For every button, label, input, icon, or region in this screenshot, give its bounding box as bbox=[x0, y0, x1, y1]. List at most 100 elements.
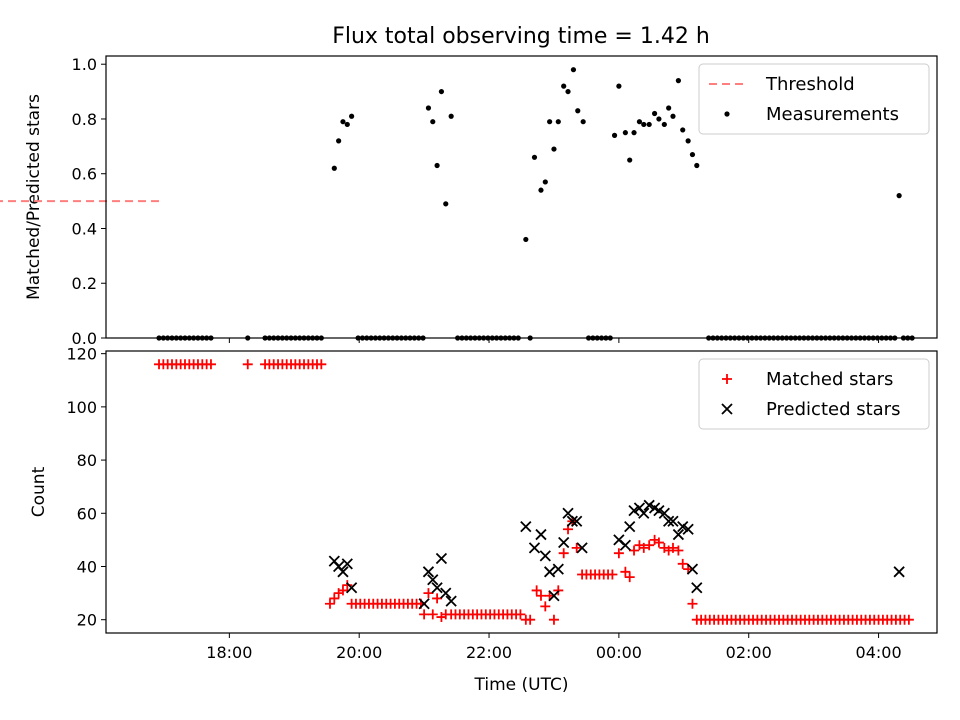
axes-frame bbox=[105, 55, 938, 339]
matched-star-marker bbox=[613, 548, 624, 559]
matched-star-marker bbox=[638, 542, 649, 553]
matched-star-marker bbox=[629, 545, 640, 556]
measurement-point bbox=[425, 105, 432, 111]
legend-measurements-swatch bbox=[724, 111, 730, 117]
predicted-star-marker bbox=[624, 520, 636, 533]
y-tick-label: 0.4 bbox=[72, 219, 97, 238]
x-tick-label: 22:00 bbox=[466, 643, 512, 662]
predicted-star-marker bbox=[528, 542, 541, 554]
measurement-point bbox=[661, 121, 667, 128]
measurement-point bbox=[340, 119, 346, 125]
y-tick-label: 80 bbox=[77, 451, 97, 470]
predicted-star-marker bbox=[427, 574, 439, 586]
predicted-star-marker bbox=[539, 550, 551, 562]
measurement-point bbox=[565, 88, 571, 95]
measurement-point bbox=[438, 88, 445, 95]
measurement-point bbox=[680, 127, 686, 133]
measurement-point bbox=[631, 130, 637, 136]
y-tick-label: 0.2 bbox=[72, 274, 97, 293]
matched-star-marker bbox=[205, 359, 216, 370]
predicted-star-marker bbox=[638, 507, 650, 519]
predicted-star-marker bbox=[535, 528, 547, 541]
x-tick-label: 00:00 bbox=[596, 643, 642, 662]
y-tick-label: 100 bbox=[66, 398, 97, 417]
y-tick-label: 20 bbox=[77, 611, 97, 630]
matched-star-marker bbox=[515, 609, 526, 620]
measurement-point bbox=[443, 201, 449, 207]
measurement-point bbox=[651, 110, 658, 117]
x-tick-label: 04:00 bbox=[856, 643, 902, 662]
measurement-point bbox=[523, 236, 529, 243]
predicted-star-marker bbox=[552, 563, 564, 575]
measurement-point bbox=[646, 121, 652, 128]
matched-star-marker bbox=[644, 540, 655, 551]
predicted-star-marker bbox=[571, 515, 583, 527]
measurement-point bbox=[531, 154, 538, 160]
measurement-point bbox=[656, 116, 662, 122]
matched-star-marker bbox=[677, 558, 688, 569]
measurement-point bbox=[331, 165, 337, 171]
measurement-point bbox=[570, 67, 577, 73]
y-axis-label: Matched/Predicted stars bbox=[24, 94, 44, 300]
legend-label: Matched stars bbox=[766, 369, 893, 390]
measurement-point bbox=[434, 162, 440, 169]
matched-star-marker bbox=[423, 588, 434, 599]
measurement-point bbox=[611, 132, 618, 138]
predicted-star-marker bbox=[435, 552, 448, 565]
predicted-star-marker bbox=[345, 582, 358, 594]
top-plot: 0.0 0.2 0.4 0.6 0.8 1.0 Matched/Predicted star… bbox=[0, 55, 938, 348]
matched-star-marker bbox=[540, 601, 551, 612]
predicted-star-marker bbox=[576, 542, 588, 554]
matched-star-marker bbox=[687, 598, 698, 609]
measurement-point bbox=[448, 113, 454, 119]
y-tick-label: 60 bbox=[77, 504, 97, 523]
matched-star-marker bbox=[653, 537, 664, 548]
matched-star-marker bbox=[525, 614, 536, 625]
matched-star-marker bbox=[571, 542, 582, 553]
matched-star-marker bbox=[337, 585, 348, 596]
x-tick-label: 20:00 bbox=[336, 643, 382, 662]
axes-frame bbox=[105, 350, 938, 634]
measurement-point bbox=[580, 119, 586, 125]
matched-star-marker bbox=[316, 359, 327, 370]
measurement-point bbox=[336, 138, 342, 144]
x-axis-label: Time (UTC) bbox=[474, 675, 569, 695]
legend: Matched stars Predicted stars bbox=[698, 358, 930, 430]
measurement-point bbox=[627, 157, 633, 163]
y-tick-label: 1.0 bbox=[72, 55, 97, 74]
legend-label: Threshold bbox=[765, 74, 855, 95]
predicted-star-marker bbox=[653, 504, 665, 517]
predicted-star-marker bbox=[337, 566, 349, 578]
matched-star-marker bbox=[329, 593, 340, 604]
matched-star-marker bbox=[531, 585, 542, 596]
predicted-star-marker bbox=[341, 558, 353, 570]
y-axis-label: Count bbox=[29, 466, 49, 517]
measurement-point bbox=[555, 119, 561, 125]
legend: Threshold Measurements bbox=[698, 63, 930, 135]
matched-star-marker bbox=[427, 609, 438, 620]
measurement-point bbox=[349, 113, 355, 119]
bottom-plot: 20 40 60 80 100 120 18:00 20:00 22:00 00:00 02:00 0… bbox=[29, 345, 938, 695]
legend-label: Measurements bbox=[766, 104, 899, 125]
measurement-point bbox=[430, 119, 436, 125]
measurement-point bbox=[542, 179, 548, 185]
matched-star-marker bbox=[624, 572, 635, 583]
predicted-star-marker bbox=[431, 582, 443, 594]
x-tick-label: 18:00 bbox=[206, 643, 252, 662]
y-tick-label: 0.8 bbox=[72, 110, 97, 129]
matched-star-marker bbox=[558, 548, 569, 559]
legend-predicted-swatch bbox=[721, 403, 733, 415]
predicted-star-marker bbox=[445, 595, 457, 607]
matched-star-marker bbox=[432, 593, 443, 604]
measurement-point bbox=[616, 83, 622, 89]
measurement-point bbox=[622, 130, 628, 136]
x-tick-label: 02:00 bbox=[726, 643, 772, 662]
y-tick-label: 0.6 bbox=[72, 165, 97, 184]
measurement-point bbox=[547, 119, 553, 125]
predicted-star-marker bbox=[520, 520, 532, 533]
matched-star-marker bbox=[342, 580, 353, 591]
predicted-star-marker bbox=[682, 523, 694, 535]
matched-star-marker bbox=[324, 598, 335, 609]
predicted-star-marker bbox=[663, 515, 675, 527]
